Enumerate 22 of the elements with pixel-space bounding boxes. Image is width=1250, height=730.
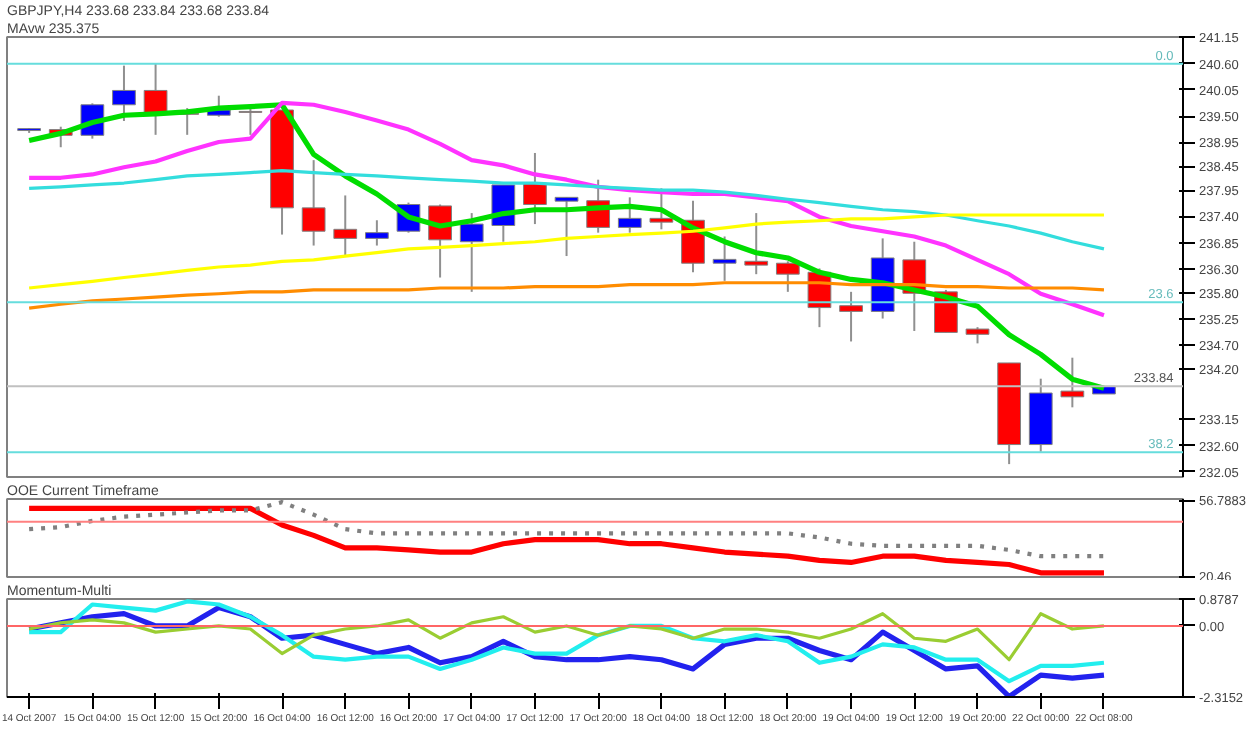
line-series [27,213,1106,290]
line-series [27,100,1107,318]
candlestick [617,196,642,234]
candlestick [554,196,579,258]
candlestick [364,219,389,247]
candlestick [775,260,800,293]
line-series [27,169,1106,251]
candlestick [143,62,168,136]
candlestick [459,212,484,293]
candlestick [301,159,326,247]
line-series [27,612,1106,662]
line-series [27,599,1107,684]
candlestick [744,212,769,276]
candlestick [839,290,863,343]
candlestick [112,64,136,122]
candlestick [333,194,358,258]
line-series [26,505,1107,576]
candlestick [238,105,263,136]
candlestick [649,187,674,231]
candlestick [1060,356,1085,409]
candlestick [523,151,547,226]
candlestick [712,235,737,282]
